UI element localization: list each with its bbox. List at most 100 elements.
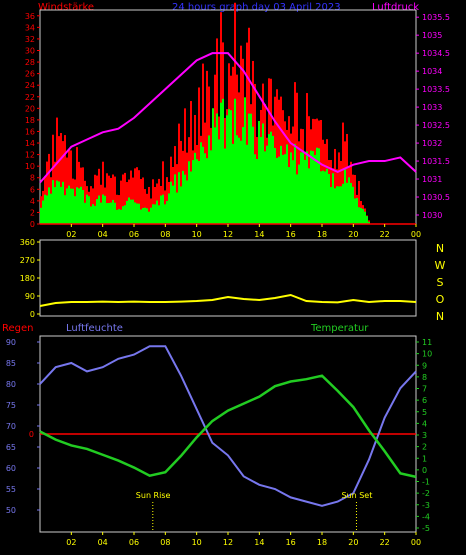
wind-tick-label: 14	[25, 139, 35, 148]
wind-header-label: Windstärke	[38, 2, 94, 13]
temperature-tick-label: -5	[422, 524, 430, 533]
humidity-tick-label: 85	[6, 359, 16, 368]
humidity-tick-label: 55	[6, 485, 16, 494]
chart-title: 24 hours graph day 03 April 2023	[172, 2, 341, 13]
wind-mean-bar	[240, 140, 242, 224]
wind-gust-bar	[358, 180, 360, 224]
wind-mean-bar	[196, 159, 198, 224]
bottom-x-tick-label: 22	[380, 538, 390, 547]
wind-mean-bar	[174, 174, 176, 224]
wind-mean-bar	[232, 143, 234, 224]
wind-mean-bar	[66, 188, 68, 224]
humidity-tick-label: 65	[6, 443, 16, 452]
wind-gust-bar	[70, 150, 72, 224]
top-x-tick-label: 14	[254, 230, 264, 239]
wind-gust-bar	[112, 174, 114, 224]
wind-tick-label: 22	[25, 93, 35, 102]
humidity-tick-label: 60	[6, 464, 16, 473]
wind-mean-bar	[256, 158, 258, 224]
wind-mean-bar	[82, 189, 84, 224]
temperature-tick-label: 0	[422, 466, 427, 475]
wind-mean-bar	[218, 139, 220, 224]
wind-mean-bar	[172, 185, 174, 224]
wind-mean-bar	[72, 188, 74, 224]
wind-tick-label: 12	[25, 151, 35, 160]
wind-mean-bar	[264, 151, 266, 224]
top-x-tick-label: 04	[98, 230, 108, 239]
wind-mean-bar	[272, 135, 274, 224]
wind-mean-bar	[80, 186, 82, 224]
wind-gust-bar	[108, 175, 110, 224]
direction-tick-label: 180	[20, 274, 35, 283]
wind-gust-bar	[46, 161, 48, 224]
pressure-tick-label: 1035.5	[422, 13, 450, 22]
wind-mean-bar	[308, 168, 310, 224]
wind-gust-bar	[106, 173, 108, 224]
wind-tick-label: 8	[30, 174, 35, 183]
wind-gust-bar	[144, 189, 146, 224]
wind-mean-bar	[320, 171, 322, 224]
wind-mean-bar	[128, 197, 130, 224]
wind-mean-bar	[186, 180, 188, 224]
wind-mean-bar	[164, 204, 166, 224]
wind-mean-bar	[344, 167, 346, 224]
wind-mean-bar	[300, 152, 302, 224]
wind-mean-bar	[212, 108, 214, 224]
pressure-line	[39, 52, 417, 184]
wind-mean-bar	[166, 200, 168, 224]
pressure-tick-label: 1030.5	[422, 193, 450, 202]
wind-mean-bar	[102, 194, 104, 224]
wind-gust-bar	[142, 177, 144, 224]
wind-mean-bar	[266, 145, 268, 224]
wind-mean-bar	[356, 197, 358, 224]
humidity-tick-label: 50	[6, 506, 16, 515]
wind-mean-bar	[182, 170, 184, 224]
wind-gust-bar	[190, 101, 192, 224]
bottom-x-tick-label: 16	[286, 538, 296, 547]
wind-gust-bar	[254, 83, 256, 224]
top-x-tick-label: 08	[160, 230, 170, 239]
wind-mean-bar	[284, 154, 286, 224]
wind-mean-bar	[364, 211, 366, 224]
wind-gust-bar	[202, 63, 204, 225]
wind-mean-bar	[198, 160, 200, 224]
wind-bars	[40, 2, 416, 225]
wind-gust-bar	[134, 168, 136, 224]
wind-mean-bar	[288, 167, 290, 224]
wind-mean-bar	[88, 196, 90, 224]
wind-gust-bar	[334, 148, 336, 224]
wind-mean-bar	[248, 113, 250, 224]
wind-mean-bar	[254, 154, 256, 224]
wind-tick-label: 4	[30, 197, 35, 206]
wind-mean-bar	[44, 194, 46, 224]
wind-gust-bar	[76, 147, 78, 224]
temperature-label: Temperatur	[310, 323, 369, 334]
wind-mean-bar	[336, 186, 338, 224]
direction-series-line	[39, 293, 417, 307]
compass-label: N	[436, 310, 444, 323]
wind-mean-bar	[140, 209, 142, 224]
temperature-tick-label: -1	[422, 478, 430, 487]
wind-mean-bar	[332, 173, 334, 224]
wind-mean-bar	[126, 200, 128, 224]
temperature-tick-label: -2	[422, 489, 430, 498]
wind-mean-bar	[342, 183, 344, 224]
wind-mean-bar	[50, 193, 52, 224]
wind-mean-bar	[210, 150, 212, 224]
wind-mean-bar	[100, 202, 102, 224]
wind-mean-bar	[112, 199, 114, 224]
wind-mean-bar	[224, 148, 226, 224]
wind-tick-label: 36	[25, 12, 35, 21]
wind-mean-bar	[54, 187, 56, 224]
wind-gust-bar	[246, 42, 248, 224]
temperature-tick-label: 1	[422, 454, 427, 463]
wind-mean-bar	[354, 198, 356, 224]
humidity-tick-label: 70	[6, 422, 16, 431]
wind-mean-bar	[118, 209, 120, 224]
wind-gust-bar	[276, 89, 278, 225]
pressure-tick-label: 1032.5	[422, 121, 450, 130]
wind-mean-bar	[84, 202, 86, 224]
wind-gust-bar	[120, 180, 122, 224]
bottom-x-tick-label: 12	[223, 538, 233, 547]
